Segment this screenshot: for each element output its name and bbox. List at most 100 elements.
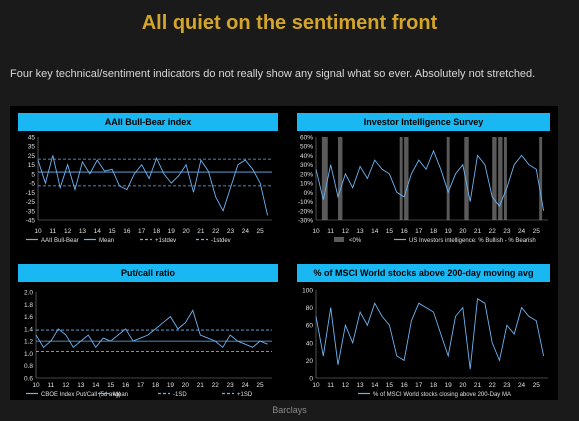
x-tick-label: 23 xyxy=(227,382,235,389)
x-tick-label: 17 xyxy=(415,382,423,389)
panel-title-msci: % of MSCI World stocks above 200-day mov… xyxy=(297,264,550,282)
aaii-chart: 45 35 25 15 5 -5 -15 -25 -35 -45 10 11 12 13 14 15 16 17 1… xyxy=(26,135,272,244)
y-tick-label: 45 xyxy=(28,135,36,142)
x-tick-label: 18 xyxy=(430,228,438,235)
shaded-band-3 xyxy=(404,137,409,220)
x-tick-label: 11 xyxy=(48,382,55,389)
x-tick-label: 25 xyxy=(257,228,265,235)
panel-title-ii: Investor Intelligence Survey xyxy=(297,113,550,131)
page-subtitle: Four key technical/sentiment indicators … xyxy=(10,68,536,80)
y-tick-label: -35 xyxy=(26,208,36,215)
y-tick-label: -20% xyxy=(298,208,313,215)
x-tick-label: 20 xyxy=(182,228,190,235)
x-tick-label: 23 xyxy=(503,382,511,389)
legend-label: +1SD xyxy=(237,392,253,398)
y-tick-label: 1.0 xyxy=(24,351,33,358)
y-tick-label: 1.4 xyxy=(24,326,33,333)
x-tick-label: 22 xyxy=(212,382,220,389)
x-tick-label: 24 xyxy=(518,228,526,235)
x-tick-label: 21 xyxy=(474,228,482,235)
x-tick-label: 16 xyxy=(122,382,130,389)
pcr-chart: 2.0 1.8 1.6 1.4 1.2 1.0 0.8 0.610 11 12 13 14 15 16 17… xyxy=(24,290,272,398)
legend-label: +1stdev xyxy=(155,238,176,244)
x-tick-label: 25 xyxy=(256,382,264,389)
x-tick-label: 20 xyxy=(459,382,467,389)
x-tick-label: 17 xyxy=(415,228,423,235)
y-tick-label: 100 xyxy=(302,288,313,295)
x-tick-label: 23 xyxy=(227,228,235,235)
ii-chart: 60% 50% 40% 30% 20% 10% 0% -10% -20% -30% 10 11 12 13… xyxy=(298,135,548,244)
shaded-band-9 xyxy=(539,137,543,220)
x-tick-label: 15 xyxy=(386,382,394,389)
x-tick-label: 24 xyxy=(241,382,249,389)
panel-title-pcr: Put/call ratio xyxy=(18,264,278,282)
series-line-0 xyxy=(35,309,268,349)
y-tick-label: 0.6 xyxy=(24,376,33,383)
x-tick-label: 12 xyxy=(342,382,350,389)
x-tick-label: 25 xyxy=(533,382,541,389)
y-tick-label: 10% xyxy=(300,181,313,188)
shaded-band-2 xyxy=(399,137,403,220)
x-tick-label: 14 xyxy=(94,228,102,235)
y-tick-label: -15 xyxy=(26,190,36,197)
x-tick-label: 10 xyxy=(312,382,320,389)
y-tick-label: -30% xyxy=(298,218,313,225)
x-tick-label: 19 xyxy=(167,382,175,389)
x-tick-label: 21 xyxy=(197,382,205,389)
x-tick-label: 25 xyxy=(533,228,541,235)
x-tick-label: 19 xyxy=(445,228,453,235)
legend-swatch xyxy=(334,237,344,242)
x-tick-label: 17 xyxy=(138,228,146,235)
y-tick-label: 40 xyxy=(306,340,314,347)
shaded-band-8 xyxy=(503,137,507,220)
x-tick-label: 11 xyxy=(49,228,56,235)
legend-label: Mean xyxy=(99,238,114,244)
x-tick-label: 17 xyxy=(137,382,145,389)
x-tick-label: 16 xyxy=(400,382,408,389)
x-tick-label: 13 xyxy=(79,228,87,235)
x-tick-label: 14 xyxy=(371,382,379,389)
legend-label: <0% xyxy=(349,238,362,244)
x-tick-label: 21 xyxy=(197,228,205,235)
legend-label: US Investors intelligence: % Bullish - %… xyxy=(409,238,536,244)
y-tick-label: 35 xyxy=(28,144,36,151)
y-tick-label: -10% xyxy=(298,199,313,206)
y-tick-label: 20% xyxy=(300,171,313,178)
legend-label: CBOE Index Put/Call (5d avg) xyxy=(41,392,121,398)
source-label: Barclays xyxy=(272,405,307,415)
x-tick-label: 19 xyxy=(445,382,453,389)
x-tick-label: 11 xyxy=(327,382,334,389)
x-tick-label: 16 xyxy=(123,228,131,235)
y-tick-label: 40% xyxy=(300,153,313,160)
x-tick-label: 23 xyxy=(503,228,511,235)
x-tick-label: 10 xyxy=(32,382,40,389)
x-tick-label: 15 xyxy=(107,382,115,389)
x-tick-label: 13 xyxy=(356,382,364,389)
x-tick-label: 14 xyxy=(371,228,379,235)
x-tick-label: 19 xyxy=(168,228,176,235)
x-tick-label: 24 xyxy=(242,228,250,235)
x-tick-label: 12 xyxy=(62,382,70,389)
y-tick-label: -25 xyxy=(26,199,36,206)
legend-label: -1stdev xyxy=(211,238,231,244)
y-tick-label: 1.6 xyxy=(24,314,33,321)
y-tick-label: -45 xyxy=(26,218,36,225)
x-tick-label: 13 xyxy=(77,382,85,389)
page-title: All quiet on the sentiment front xyxy=(141,12,438,34)
y-tick-label: 15 xyxy=(28,162,36,169)
x-tick-label: 21 xyxy=(474,382,482,389)
x-tick-label: 12 xyxy=(342,228,350,235)
y-tick-label: 0.8 xyxy=(24,363,33,370)
y-tick-label: 2.0 xyxy=(24,290,33,297)
x-tick-label: 12 xyxy=(64,228,72,235)
x-tick-label: 22 xyxy=(489,228,497,235)
shaded-band-4 xyxy=(446,137,450,220)
y-tick-label: 5 xyxy=(31,171,35,178)
y-tick-label: 20 xyxy=(306,358,314,365)
x-tick-label: 20 xyxy=(182,382,190,389)
x-tick-label: 16 xyxy=(400,228,408,235)
x-tick-label: 18 xyxy=(153,228,161,235)
shaded-band-6 xyxy=(492,137,497,220)
legend-label: AAII Bull-Bear xyxy=(41,238,79,244)
y-tick-label: 25 xyxy=(28,153,36,160)
